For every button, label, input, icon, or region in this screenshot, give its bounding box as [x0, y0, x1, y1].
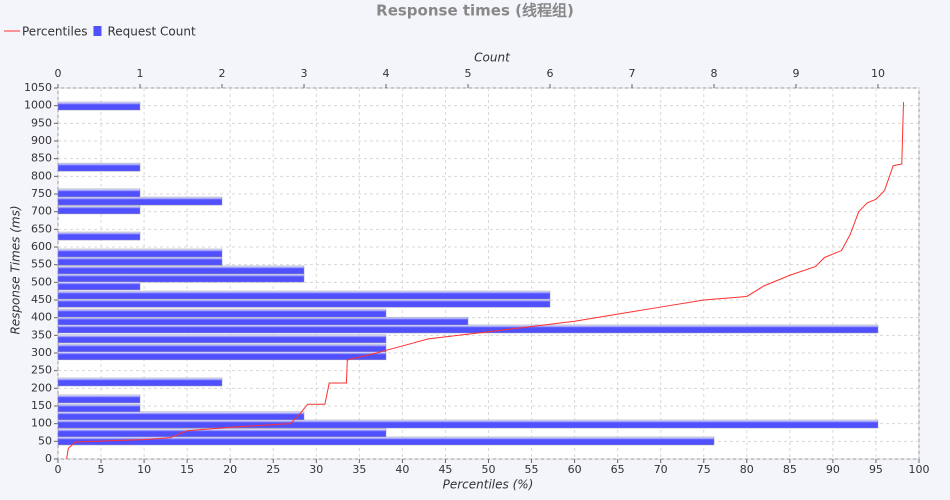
x-tick-label: 15	[180, 463, 194, 476]
y-tick-label: 1000	[24, 99, 52, 112]
y-tick-label: 750	[31, 187, 52, 200]
bar	[57, 256, 223, 266]
x-tick-label: 75	[697, 463, 711, 476]
y-tick-label: 500	[31, 275, 52, 288]
y-axis-title: Response Times (ms)	[9, 205, 23, 334]
y-tick-label: 0	[45, 452, 52, 465]
bar	[57, 308, 387, 318]
x-tick-label: 40	[395, 463, 409, 476]
bar	[57, 419, 879, 429]
bar	[57, 411, 305, 421]
bar	[57, 351, 387, 361]
x2-tick-label: 2	[219, 67, 226, 80]
bar	[57, 231, 141, 241]
bar	[57, 316, 469, 326]
y-tick-label: 1050	[24, 81, 52, 94]
x-tick-label: 5	[98, 463, 105, 476]
x2-tick-label: 10	[871, 67, 885, 80]
x-tick-label: 65	[611, 463, 625, 476]
y-tick-label: 400	[31, 311, 52, 324]
x-tick-label: 10	[137, 463, 151, 476]
bar	[57, 334, 387, 344]
percentile-line	[66, 102, 905, 460]
x-tick-label: 55	[525, 463, 539, 476]
y-tick-label: 950	[31, 116, 52, 129]
bar	[57, 377, 223, 387]
y-tick-label: 150	[31, 399, 52, 412]
x2-tick-label: 8	[711, 67, 718, 80]
bar	[57, 343, 387, 353]
x2-axis-title: Count	[474, 51, 511, 65]
bar	[57, 281, 141, 291]
y-tick-label: 650	[31, 222, 52, 235]
bar	[57, 290, 551, 300]
y-tick-label: 100	[31, 417, 52, 430]
x-tick-label: 80	[740, 463, 754, 476]
x2-tick-label: 4	[383, 67, 390, 80]
bar	[57, 101, 141, 111]
bar	[57, 188, 141, 198]
bar	[57, 428, 387, 438]
x2-tick-label: 7	[629, 67, 636, 80]
x2-tick-label: 0	[55, 67, 62, 80]
x-tick-label: 30	[309, 463, 323, 476]
legend-label: Percentiles	[22, 25, 87, 39]
x2-tick-label: 1	[137, 67, 144, 80]
bar	[57, 265, 305, 275]
legend-swatch	[93, 26, 102, 36]
x2-tick-label: 5	[465, 67, 472, 80]
y-tick-label: 250	[31, 364, 52, 377]
y-tick-label: 300	[31, 346, 52, 359]
chart-title: Response times (线程组)	[376, 2, 574, 20]
x2-tick-label: 9	[793, 67, 800, 80]
bar	[57, 403, 141, 413]
bar	[57, 436, 715, 446]
bar	[57, 205, 141, 215]
x-tick-label: 50	[482, 463, 496, 476]
bar	[57, 298, 551, 308]
y-tick-label: 450	[31, 293, 52, 306]
legend-label: Request Count	[107, 25, 195, 39]
x-axis-title: Percentiles (%)	[443, 478, 534, 492]
x2-tick-label: 6	[547, 67, 554, 80]
x-tick-label: 0	[55, 463, 62, 476]
x-tick-label: 70	[654, 463, 668, 476]
y-tick-label: 350	[31, 328, 52, 341]
y-tick-label: 850	[31, 152, 52, 165]
x-tick-label: 100	[909, 463, 930, 476]
x-tick-label: 85	[783, 463, 797, 476]
x-tick-label: 95	[869, 463, 883, 476]
x-tick-label: 90	[826, 463, 840, 476]
x2-tick-label: 3	[301, 67, 308, 80]
x-tick-label: 35	[352, 463, 366, 476]
x-tick-label: 60	[568, 463, 582, 476]
bar	[57, 324, 879, 334]
y-tick-label: 800	[31, 169, 52, 182]
y-tick-label: 550	[31, 258, 52, 271]
y-tick-label: 700	[31, 205, 52, 218]
x-tick-label: 25	[266, 463, 280, 476]
y-tick-label: 50	[38, 434, 52, 447]
bar	[57, 248, 223, 258]
bar	[57, 394, 141, 404]
bar	[57, 273, 305, 283]
x-tick-label: 45	[438, 463, 452, 476]
bar	[57, 196, 223, 206]
bar	[57, 162, 141, 172]
y-tick-label: 200	[31, 381, 52, 394]
y-tick-label: 600	[31, 240, 52, 253]
x-tick-label: 20	[223, 463, 237, 476]
y-tick-label: 900	[31, 134, 52, 147]
